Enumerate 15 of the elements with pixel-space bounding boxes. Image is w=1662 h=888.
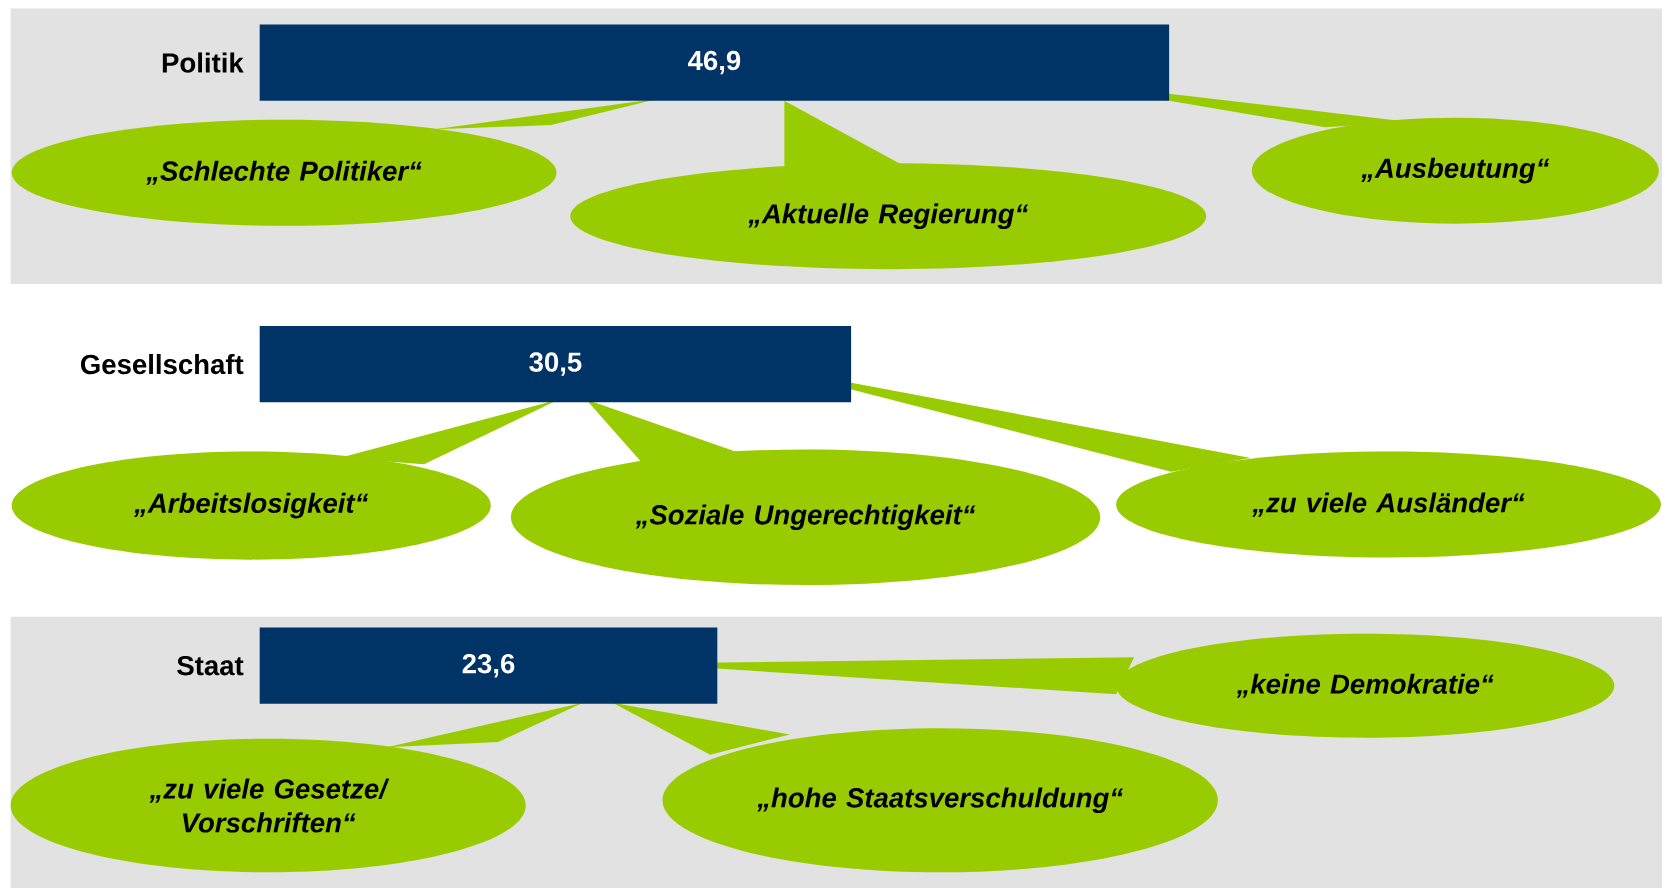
annotation: „Arbeitslosigkeit“: [133, 492, 369, 519]
text: „keine Demokratie“: [1236, 673, 1494, 698]
data-label: 46,9: [688, 50, 741, 75]
y-tick-label: Politik: [162, 52, 244, 73]
annotation: „zu viele Gesetze/ Vorschriften“: [149, 778, 390, 833]
data-label: 23,6: [462, 653, 515, 678]
y-tick-label: Staat: [177, 655, 244, 676]
y-tick-label: Gesellschaft: [80, 353, 244, 375]
data-label: 30,5: [529, 352, 582, 376]
text: „Ausbeutung“: [1361, 157, 1550, 184]
text: „zu viele Ausländer“: [1252, 492, 1525, 517]
annotation: „Soziale Ungerechtigkeit“: [635, 504, 976, 530]
annotation: „Aktuelle Regierung“: [747, 203, 1029, 229]
annotation: „hohe Staatsverschuldung“: [757, 787, 1124, 813]
annotation: „Schlechte Politiker“: [146, 160, 422, 185]
